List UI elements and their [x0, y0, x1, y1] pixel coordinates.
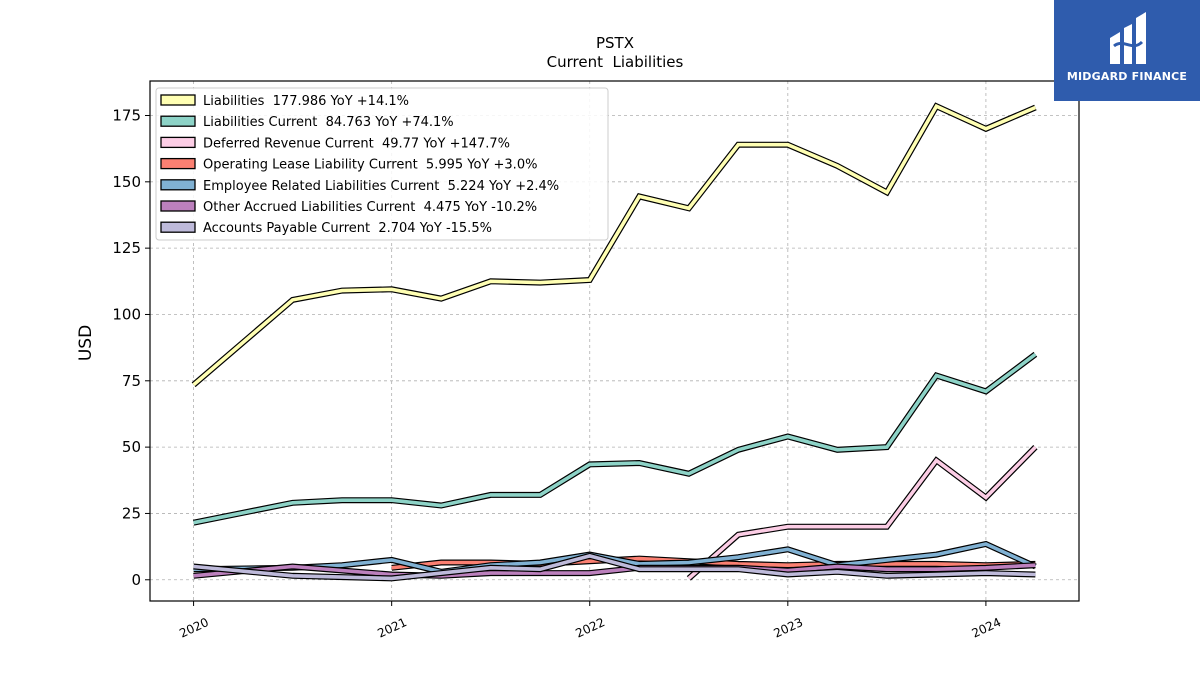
legend-swatch-deferred-revenue-current: [160, 136, 196, 149]
y-tick-label: 125: [112, 239, 141, 257]
y-tick-label: 0: [131, 571, 141, 589]
series-line-liabilities: [192, 103, 1037, 387]
x-tick-label: 2020: [177, 615, 211, 641]
series-layer: [191, 102, 1038, 582]
brand-mark-icon: [1110, 12, 1146, 64]
legend-label-liabilities-current: Liabilities Current 84.763 YoY +74.1%: [203, 115, 454, 130]
series-line-accounts-payable-current: [193, 554, 1036, 581]
y-tick-label: 25: [122, 504, 141, 522]
x-tick-label: 2022: [573, 615, 607, 641]
grid: [150, 81, 1079, 601]
x-tick-label: 2024: [970, 615, 1004, 641]
legend-swatch-other-accrued-liabilities-current: [160, 200, 196, 212]
legend-label-liabilities: Liabilities 177.986 YoY +14.1%: [203, 94, 409, 109]
legend-label-deferred-revenue-current: Deferred Revenue Current 49.77 YoY +147.…: [203, 136, 510, 151]
series-line-employee-related-liabilities-current: [193, 542, 1037, 574]
series-line-deferred-revenue-current: [687, 445, 1037, 580]
legend-label-operating-lease-liability-current: Operating Lease Liability Current 5.995 …: [203, 158, 537, 173]
y-tick-label: 100: [112, 305, 141, 323]
legend: Liabilities 177.986 YoY +14.1% Liabilitie…: [155, 87, 609, 241]
plot-frame: [149, 80, 1080, 602]
legend-label-employee-related-liabilities-current: Employee Related Liabilities Current 5.2…: [203, 179, 559, 194]
y-tick-label: 75: [122, 372, 141, 390]
y-tick-label: 175: [112, 106, 141, 124]
brand-logo: MIDGARD FINANCE: [1054, 0, 1200, 101]
legend-swatch-accounts-payable-current: [160, 221, 196, 233]
chart-title: PSTX: [596, 34, 634, 52]
x-tick-label: 2021: [375, 615, 409, 641]
legend-swatch-employee-related-liabilities-current: [160, 179, 196, 191]
legend-swatch-liabilities-current: [160, 115, 196, 127]
legend-label-accounts-payable-current: Accounts Payable Current 2.704 YoY -15.5…: [203, 221, 492, 236]
x-axis: 2020 2021 2022 2023 2024: [177, 601, 1003, 641]
y-tick-label: 150: [112, 173, 141, 191]
x-tick-label: 2023: [771, 615, 805, 641]
legend-label-other-accrued-liabilities-current: Other Accrued Liabilities Current 4.475 …: [203, 200, 537, 215]
series-line-liabilities-current: [193, 352, 1037, 525]
legend-box: [155, 87, 609, 241]
chart-subtitle: Current Liabilities: [547, 53, 684, 71]
legend-swatch-liabilities: [160, 94, 196, 106]
y-tick-label: 50: [122, 438, 141, 456]
brand-name: MIDGARD FINANCE: [1066, 70, 1188, 83]
legend-swatch-operating-lease-liability-current: [160, 157, 196, 170]
y-axis-label: USD: [76, 325, 96, 361]
y-axis: 0 25 50 75 100 125 150 175: [112, 106, 150, 589]
